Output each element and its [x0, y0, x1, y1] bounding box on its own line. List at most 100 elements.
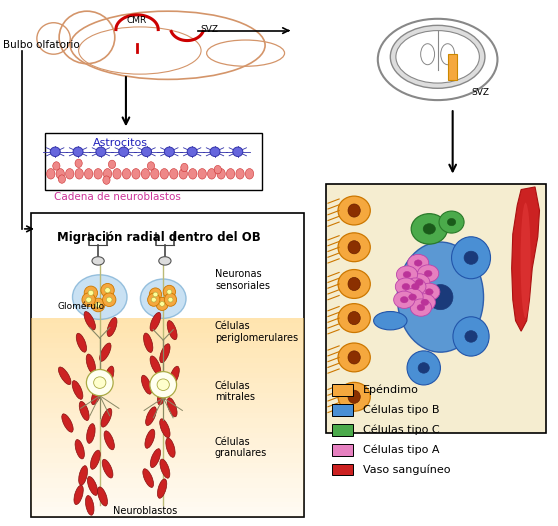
Ellipse shape	[100, 343, 111, 361]
Ellipse shape	[160, 344, 170, 363]
Text: Neuronas
sensoriales: Neuronas sensoriales	[215, 269, 270, 290]
Ellipse shape	[150, 356, 161, 375]
Ellipse shape	[153, 292, 158, 297]
Ellipse shape	[402, 284, 410, 290]
Bar	[31, 448, 304, 453]
Ellipse shape	[156, 297, 168, 310]
Ellipse shape	[107, 297, 112, 302]
Ellipse shape	[378, 19, 498, 100]
Ellipse shape	[148, 293, 160, 306]
Bar	[31, 433, 304, 438]
Bar	[31, 453, 304, 458]
Polygon shape	[512, 187, 540, 331]
Ellipse shape	[85, 495, 94, 515]
Ellipse shape	[150, 371, 176, 398]
Ellipse shape	[103, 176, 110, 184]
Ellipse shape	[86, 369, 113, 396]
Ellipse shape	[348, 204, 360, 217]
Ellipse shape	[72, 381, 83, 399]
Bar	[448, 54, 457, 80]
Text: Astrocitos: Astrocitos	[93, 138, 147, 148]
Ellipse shape	[82, 293, 95, 307]
Ellipse shape	[90, 450, 100, 469]
Ellipse shape	[418, 362, 429, 373]
Ellipse shape	[113, 168, 121, 179]
Ellipse shape	[150, 449, 161, 468]
Ellipse shape	[179, 168, 187, 179]
Ellipse shape	[167, 289, 172, 294]
Ellipse shape	[227, 168, 235, 179]
Bar	[31, 488, 304, 492]
Ellipse shape	[75, 440, 84, 459]
Ellipse shape	[165, 147, 174, 157]
Ellipse shape	[187, 147, 197, 157]
Ellipse shape	[338, 233, 371, 262]
Ellipse shape	[151, 297, 156, 302]
Text: Vaso sanguíneo: Vaso sanguíneo	[363, 464, 450, 475]
Ellipse shape	[143, 469, 153, 488]
Ellipse shape	[453, 317, 489, 356]
Ellipse shape	[338, 196, 371, 225]
Ellipse shape	[181, 164, 188, 171]
Ellipse shape	[441, 44, 455, 65]
Ellipse shape	[62, 414, 73, 432]
Ellipse shape	[210, 147, 220, 157]
Bar	[31, 428, 304, 433]
Ellipse shape	[105, 288, 110, 293]
Ellipse shape	[58, 175, 65, 183]
Bar	[31, 348, 304, 353]
Ellipse shape	[423, 224, 435, 234]
Ellipse shape	[405, 278, 426, 295]
Ellipse shape	[79, 401, 89, 420]
Bar	[31, 423, 304, 428]
Ellipse shape	[143, 333, 153, 352]
Ellipse shape	[76, 333, 86, 352]
Ellipse shape	[160, 168, 169, 179]
Ellipse shape	[86, 297, 92, 302]
Ellipse shape	[159, 257, 171, 265]
Ellipse shape	[407, 351, 440, 385]
Bar	[31, 393, 304, 398]
Ellipse shape	[338, 269, 371, 298]
Bar	[31, 333, 304, 338]
Bar	[31, 443, 304, 448]
Ellipse shape	[132, 168, 140, 179]
Ellipse shape	[150, 288, 162, 301]
Ellipse shape	[402, 288, 423, 306]
Ellipse shape	[421, 44, 435, 65]
Ellipse shape	[451, 237, 490, 279]
Ellipse shape	[417, 305, 425, 311]
Ellipse shape	[396, 31, 479, 83]
Text: CMR: CMR	[127, 16, 147, 25]
Ellipse shape	[141, 168, 150, 179]
Ellipse shape	[86, 423, 95, 443]
Text: Neuroblastos: Neuroblastos	[113, 505, 177, 515]
Ellipse shape	[464, 251, 478, 264]
Ellipse shape	[92, 298, 105, 312]
Ellipse shape	[74, 485, 83, 504]
Bar	[31, 358, 304, 363]
Ellipse shape	[147, 162, 155, 170]
Ellipse shape	[107, 318, 117, 337]
Bar	[31, 408, 304, 413]
Ellipse shape	[160, 301, 165, 306]
Ellipse shape	[403, 271, 411, 278]
Bar	[31, 413, 304, 418]
Ellipse shape	[391, 25, 485, 88]
Ellipse shape	[163, 285, 175, 298]
Bar	[31, 373, 304, 378]
Bar	[31, 478, 304, 482]
Bar	[31, 502, 304, 508]
Ellipse shape	[145, 429, 155, 448]
Ellipse shape	[396, 266, 417, 283]
Ellipse shape	[439, 211, 464, 233]
Ellipse shape	[151, 168, 159, 179]
Ellipse shape	[101, 408, 112, 427]
Ellipse shape	[168, 297, 173, 302]
Ellipse shape	[167, 398, 177, 417]
Ellipse shape	[348, 241, 360, 254]
Ellipse shape	[521, 203, 531, 318]
Ellipse shape	[397, 242, 484, 352]
Bar	[332, 424, 353, 436]
Bar	[31, 508, 304, 512]
